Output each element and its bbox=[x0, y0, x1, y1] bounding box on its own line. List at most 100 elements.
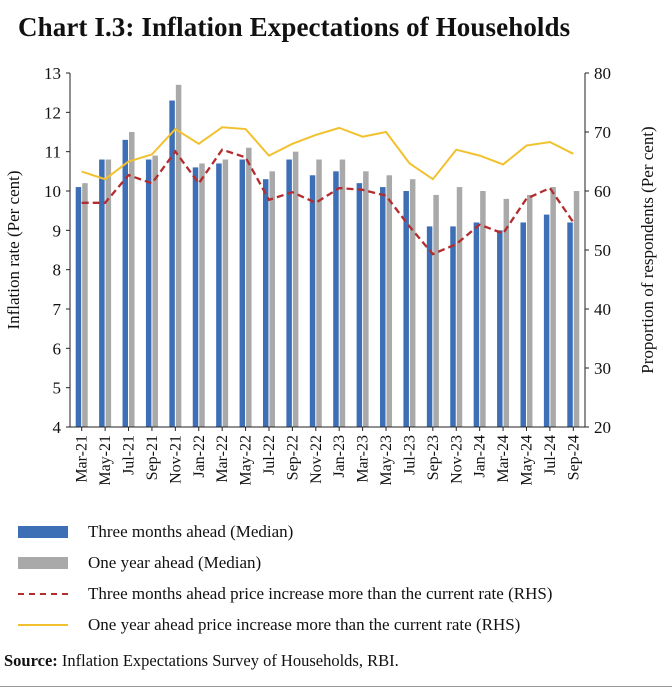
legend-label-one-year-rhs: One year ahead price increase more than … bbox=[88, 614, 521, 634]
bar-three-months-Sep-23 bbox=[426, 226, 433, 427]
bar-three-months-May-22 bbox=[239, 159, 246, 428]
y2-tick-label-40: 40 bbox=[594, 300, 611, 319]
x-tick-label-Sep-22: Sep-22 bbox=[284, 435, 301, 480]
source-note: Source: Inflation Expectations Survey of… bbox=[4, 651, 399, 671]
y-tick-label-12: 12 bbox=[44, 103, 61, 122]
x-tick-label-May-23: May-23 bbox=[378, 435, 395, 486]
x-tick-label-Sep-21: Sep-21 bbox=[144, 435, 161, 480]
y-axis-title: Inflation rate (Per cent) bbox=[4, 170, 23, 329]
y2-tick-label-70: 70 bbox=[594, 123, 611, 142]
x-tick-label-May-21: May-21 bbox=[97, 435, 114, 486]
x-tick-label-Jan-23: Jan-23 bbox=[331, 435, 348, 478]
legend-item-one-year: One year ahead (Median) bbox=[18, 547, 552, 578]
y-tick-label-13: 13 bbox=[44, 64, 61, 83]
bar-one-year-May-23 bbox=[386, 175, 393, 427]
y-tick-label-9: 9 bbox=[53, 221, 62, 240]
legend: Three months ahead (Median) One year ahe… bbox=[18, 516, 552, 640]
chart-area: 13 12 11 10 9 8 7 6 5 4 80 70 60 50 40 30 20 Mar-21 May-21… bbox=[4, 64, 657, 486]
bar-one-year-Sep-23 bbox=[433, 194, 439, 427]
bar-one-year-Jul-22 bbox=[269, 171, 275, 427]
bar-one-year-May-22 bbox=[246, 147, 252, 427]
legend-swatch-one-year bbox=[18, 556, 68, 569]
x-tick-label-Mar-22: Mar-22 bbox=[214, 435, 231, 483]
x-tick-label-Nov-23: Nov-23 bbox=[448, 435, 465, 484]
bar-one-year-Jul-21 bbox=[129, 132, 135, 427]
y-tick-label-7: 7 bbox=[53, 300, 62, 319]
legend-item-three-months: Three months ahead (Median) bbox=[18, 516, 552, 547]
y-tick-label-6: 6 bbox=[53, 339, 62, 358]
legend-item-one-year-rhs: One year ahead price increase more than … bbox=[18, 609, 552, 640]
bar-three-months-Jan-23 bbox=[333, 171, 339, 427]
bar-three-months-May-21 bbox=[99, 159, 105, 428]
bar-three-months-Jul-22 bbox=[262, 179, 269, 427]
bar-one-year-Jul-23 bbox=[409, 179, 416, 427]
bar-three-months-May-23 bbox=[380, 187, 386, 427]
x-tick-label-Jan-24: Jan-24 bbox=[472, 435, 489, 478]
bar-one-year-Mar-21 bbox=[82, 183, 88, 427]
bar-three-months-Nov-23 bbox=[450, 226, 456, 427]
bar-three-months-Sep-22 bbox=[286, 159, 292, 428]
bar-one-year-Mar-23 bbox=[363, 171, 369, 427]
y2-tick-label-20: 20 bbox=[594, 418, 611, 437]
bar-three-months-Jul-24 bbox=[543, 214, 550, 427]
bar-three-months-Mar-22 bbox=[216, 163, 222, 427]
x-tick-label-Mar-23: Mar-23 bbox=[355, 435, 372, 483]
x-tick-label-Mar-21: Mar-21 bbox=[74, 435, 91, 483]
x-tick-label-May-22: May-22 bbox=[238, 435, 255, 486]
x-tick-label-Nov-22: Nov-22 bbox=[308, 435, 325, 484]
bar-three-months-Jul-23 bbox=[403, 191, 409, 427]
x-tick-label-Sep-23: Sep-23 bbox=[425, 435, 442, 480]
bar-three-months-May-24 bbox=[520, 222, 526, 427]
bar-one-year-Nov-23 bbox=[456, 187, 463, 427]
bar-three-months-Mar-24 bbox=[497, 230, 503, 427]
legend-swatch-one-year-rhs bbox=[18, 623, 68, 626]
bar-three-months-Jan-22 bbox=[192, 167, 199, 427]
y-tick-label-4: 4 bbox=[53, 418, 62, 437]
source-label: Source: bbox=[4, 651, 58, 670]
y-tick-label-5: 5 bbox=[53, 379, 62, 398]
bar-one-year-Jan-22 bbox=[199, 163, 205, 427]
bar-three-months-Sep-24 bbox=[567, 222, 573, 427]
bar-one-year-Mar-24 bbox=[503, 198, 510, 427]
bar-one-year-Mar-22 bbox=[222, 159, 229, 428]
bar-one-year-Sep-21 bbox=[152, 155, 158, 427]
y2-tick-label-60: 60 bbox=[594, 182, 611, 201]
bar-three-months-Nov-22 bbox=[309, 175, 316, 427]
bar-three-months-Sep-21 bbox=[145, 159, 152, 428]
y2-tick-label-30: 30 bbox=[594, 359, 611, 378]
bar-three-months-Mar-21 bbox=[75, 187, 82, 427]
y2-tick-label-80: 80 bbox=[594, 64, 611, 83]
bar-one-year-Sep-24 bbox=[573, 191, 580, 427]
bar-three-months-Mar-23 bbox=[356, 183, 363, 427]
bar-three-months-Nov-21 bbox=[169, 100, 175, 428]
legend-label-three-months-rhs: Three months ahead price increase more t… bbox=[88, 583, 553, 603]
y2-tick-label-50: 50 bbox=[594, 241, 611, 260]
y-tick-label-8: 8 bbox=[53, 261, 62, 280]
x-tick-label-Jan-22: Jan-22 bbox=[191, 435, 208, 478]
legend-swatch-three-months bbox=[18, 525, 68, 538]
legend-item-three-months-rhs: Three months ahead price increase more t… bbox=[18, 578, 552, 609]
x-tick-label-May-24: May-24 bbox=[518, 435, 535, 486]
bar-one-year-May-21 bbox=[105, 159, 112, 428]
x-tick-label-Jul-22: Jul-22 bbox=[261, 435, 278, 475]
chart-title: Chart I.3: Inflation Expectations of Hou… bbox=[18, 12, 571, 42]
line-three-months-rhs bbox=[81, 148, 575, 256]
x-tick-label-Nov-21: Nov-21 bbox=[167, 435, 184, 484]
bar-one-year-Sep-22 bbox=[292, 151, 299, 427]
x-tick-label-Sep-24: Sep-24 bbox=[565, 435, 582, 480]
bar-three-months-Jan-24 bbox=[473, 222, 480, 427]
bar-one-year-May-24 bbox=[526, 194, 533, 427]
y-tick-label-11: 11 bbox=[45, 143, 61, 162]
bottom-rule bbox=[0, 686, 672, 687]
bar-one-year-Nov-22 bbox=[316, 159, 322, 428]
line-one-year-rhs bbox=[81, 126, 574, 181]
y-tick-label-10: 10 bbox=[44, 182, 61, 201]
x-tick-label-Mar-24: Mar-24 bbox=[495, 435, 512, 483]
bar-three-months-Jul-21 bbox=[122, 139, 129, 427]
bar-one-year-Nov-21 bbox=[175, 84, 182, 428]
bar-one-year-Jan-23 bbox=[339, 159, 346, 428]
bar-one-year-Jan-24 bbox=[480, 191, 486, 427]
x-tick-label-Jul-21: Jul-21 bbox=[121, 435, 138, 475]
source-text: Inflation Expectations Survey of Househo… bbox=[61, 651, 399, 670]
legend-label-three-months: Three months ahead (Median) bbox=[88, 521, 294, 541]
